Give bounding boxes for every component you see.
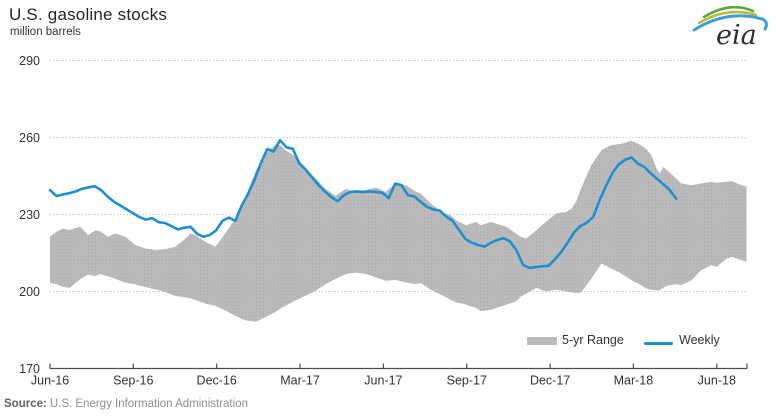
legend-band-swatch	[527, 337, 557, 345]
five-year-range-band	[50, 140, 747, 322]
y-tick-label: 290	[19, 54, 40, 68]
logo-text: eia	[716, 20, 757, 50]
x-tick-label: Dec-17	[530, 374, 570, 388]
y-tick-label: 200	[19, 285, 40, 299]
chart-units-label: million barrels	[10, 26, 81, 38]
x-tick-label: Mar-17	[280, 374, 320, 388]
x-tick-label: Jun-17	[364, 374, 402, 388]
x-tick-label: Jun-16	[31, 374, 69, 388]
source-label: Source:	[4, 398, 47, 410]
source-text: U.S. Energy Information Administration	[49, 398, 248, 410]
y-tick-label: 230	[19, 208, 40, 222]
x-tick-label: Dec-16	[197, 374, 237, 388]
source-attribution: Source: U.S. Energy Information Administr…	[4, 398, 248, 410]
legend-weekly-label: Weekly	[679, 333, 720, 347]
eia-logo: eia	[692, 5, 768, 50]
x-tick-label: Sep-17	[447, 374, 487, 388]
weekly-line	[48, 139, 678, 270]
logo-swoosh-green	[702, 5, 755, 19]
logo-swoosh-blue	[692, 14, 768, 32]
data-series	[48, 139, 747, 322]
logo-swoosh-olive	[697, 10, 758, 25]
legend-weekly-line	[644, 342, 673, 345]
legend-band-label: 5-yr Range	[562, 333, 624, 347]
page-title: U.S. gasoline stocks	[9, 5, 168, 24]
x-tick-label: Jun-18	[698, 374, 736, 388]
y-tick-label: 170	[19, 362, 40, 376]
x-tick-label: Mar-18	[614, 374, 654, 388]
x-axis	[49, 363, 748, 370]
x-tick-label: Sep-16	[113, 374, 153, 388]
y-tick-label: 260	[19, 131, 40, 145]
